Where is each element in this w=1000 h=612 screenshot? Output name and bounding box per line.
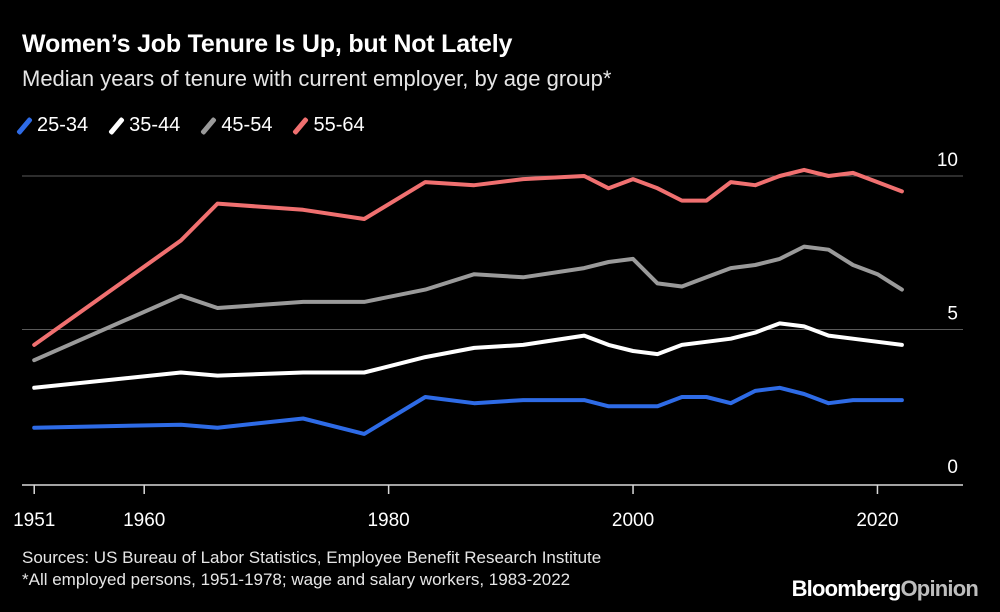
series-line-25-34 — [32, 385, 904, 436]
footnote-text: *All employed persons, 1951-1978; wage a… — [22, 570, 571, 589]
series-line-45-54 — [32, 244, 904, 363]
x-tick-label-2000: 2000 — [612, 510, 654, 531]
x-tick-label-2020: 2020 — [856, 510, 898, 531]
x-tick-label-1951: 1951 — [13, 510, 55, 531]
legend-item-55-64: 55-64 — [292, 114, 365, 137]
chart-title: Women’s Job Tenure Is Up, but Not Lately — [22, 30, 513, 58]
brand-accent: Opinion — [900, 576, 979, 601]
legend-label-55-64: 55-64 — [313, 114, 365, 136]
series-line-55-64 — [32, 167, 904, 347]
sources-text: Sources: US Bureau of Labor Statistics, … — [22, 548, 602, 567]
y-tick-label-5: 5 — [947, 304, 958, 325]
chart-subtitle: Median years of tenure with current empl… — [22, 66, 612, 91]
series-line-35-44 — [32, 321, 904, 390]
legend-label-45-54: 45-54 — [221, 114, 273, 136]
legend-item-45-54: 45-54 — [200, 114, 273, 137]
legend-item-25-34: 25-34 — [16, 114, 89, 137]
y-tick-label-10: 10 — [937, 150, 958, 171]
legend-item-35-44: 35-44 — [108, 114, 181, 137]
x-tick-label-1960: 1960 — [123, 510, 165, 531]
x-tick-label-1980: 1980 — [367, 510, 409, 531]
legend-label-35-44: 35-44 — [129, 114, 181, 136]
legend-label-25-34: 25-34 — [37, 114, 89, 136]
y-tick-label-0: 0 — [947, 457, 958, 478]
legend: 25-34 35-44 45-54 55-64 — [16, 114, 391, 137]
sources-note: Sources: US Bureau of Labor Statistics, … — [22, 547, 601, 591]
brand-main: Bloomberg — [791, 576, 902, 601]
bloomberg-opinion-logo: BloombergOpinion — [791, 576, 979, 602]
